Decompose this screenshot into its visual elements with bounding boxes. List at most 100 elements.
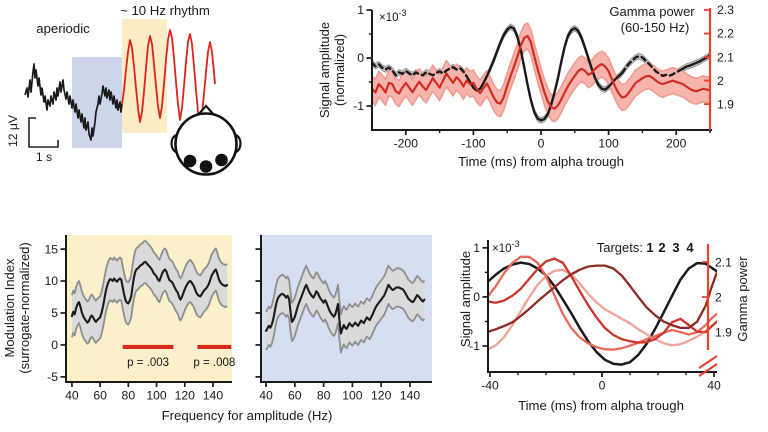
- legend-gamma-band: (60-150 Hz): [621, 20, 690, 35]
- band-edge: [71, 281, 228, 345]
- x-tick-label: 0: [599, 379, 606, 393]
- target-4-label: 4: [686, 240, 694, 255]
- plot-area: [264, 264, 426, 354]
- panel-gamma-by-target-labels: ×10-3 Targets: 1 2 3 4 Signal amplitude …: [458, 239, 750, 413]
- x-tick-label: 40: [259, 389, 273, 403]
- axis-break-icon: [698, 355, 718, 369]
- chart-modulation-index-no-coupling: 40 60 80 100 120 140: [255, 235, 432, 403]
- series-gamma-target-1: [488, 268, 717, 351]
- y-axis-multiplier: ×10-3: [492, 239, 520, 255]
- x-tick-label: 40: [65, 389, 79, 403]
- x-tick-label: 60: [288, 389, 302, 403]
- target-2-label: 2: [658, 240, 665, 255]
- x-tick-label: 0: [538, 137, 545, 151]
- x-axis-title: Time (ms) from alpha trough: [458, 154, 624, 169]
- y-axis-title-line1: Modulation Index: [2, 258, 17, 358]
- y-axis-multiplier: ×10-3: [379, 8, 407, 24]
- p-value-label: p = .003: [127, 357, 169, 369]
- y-tick-label: -1: [469, 339, 480, 353]
- right-y-tick-label: 2.3: [717, 3, 734, 17]
- time-scale-label: 1 s: [36, 150, 52, 164]
- x-tick-label: 200: [666, 137, 687, 151]
- x-tick-label: -200: [394, 137, 419, 151]
- band-edge: [265, 303, 426, 354]
- series-gamma-target-3: [488, 257, 717, 344]
- x-axis-title: Time (ms) from alpha trough: [518, 398, 684, 413]
- panel-raw-trace: aperiodic ~ 10 Hz rhythm 12 μV 1 s: [6, 3, 242, 176]
- y-tick-label: 10: [44, 274, 58, 288]
- series-alpha-signal: [465, 25, 624, 122]
- target-1-label: 1: [646, 240, 653, 255]
- panel-alpha-gamma-labels: Signal amplitude (normalized) ×10-3 Gamm…: [317, 4, 695, 169]
- x-tick-label: 100: [342, 389, 363, 403]
- x-tick-label: 80: [317, 389, 331, 403]
- right-y-tick-label: 1.9: [715, 325, 732, 339]
- y-axis-title-line2: (normalized): [332, 34, 347, 106]
- y-axis-title-line2: (surrogate-normalized): [17, 242, 32, 374]
- legend-gamma-power: Gamma power: [609, 4, 695, 19]
- series-alpha-signal: [372, 61, 468, 78]
- right-y-tick-label: 2: [715, 290, 722, 304]
- y-tick-label: 0: [51, 338, 58, 352]
- targets-legend-label: Targets:: [597, 240, 643, 255]
- chart-modulation-index-coupled: p = .003 p = .008 40 60 80 100 120 140 15 10 5 0 -5: [44, 235, 235, 403]
- right-y-tick-label: 2.1: [717, 50, 734, 64]
- plot-area: [372, 22, 712, 124]
- x-tick-label: 140: [400, 389, 421, 403]
- electrode-dot: [199, 160, 213, 173]
- electrode-dot: [215, 153, 228, 167]
- series-alpha-signal: [620, 54, 685, 78]
- x-tick-label: 100: [598, 137, 619, 151]
- y-axis-title-line1: Signal amplitude: [317, 22, 332, 118]
- band-edge: [372, 47, 711, 123]
- y-tick-label: 1: [473, 241, 480, 255]
- right-ear-icon: [235, 134, 242, 153]
- plot-area: [488, 255, 717, 366]
- series-alpha-signal: [488, 261, 717, 366]
- right-y-tick-label: 2.2: [717, 27, 734, 41]
- rhythm-label: ~ 10 Hz rhythm: [120, 3, 210, 18]
- right-y-tick-label: 2: [717, 74, 724, 88]
- x-tick-label: 140: [203, 389, 224, 403]
- series-gamma-power-60-150-hz: [372, 34, 712, 110]
- x-tick-label: 60: [93, 389, 107, 403]
- band-edge: [71, 239, 228, 303]
- y-tick-label: 0: [357, 51, 364, 65]
- chart-gamma-by-target: -40 0 40 1 0 -1 2.1 2 1.9: [469, 240, 732, 393]
- confidence-band-modulation-index: [71, 240, 228, 344]
- y-tick-label: 5: [51, 306, 58, 320]
- left-ear-icon: [170, 134, 177, 153]
- x-tick-label: 120: [371, 389, 392, 403]
- y-tick-label: -1: [353, 99, 364, 113]
- head-diagram: [170, 104, 242, 176]
- y-tick-label: 0: [473, 290, 480, 304]
- plot-area: [70, 239, 229, 345]
- right-y-tick-label: 2.1: [715, 255, 732, 269]
- y-tick-label: 15: [44, 242, 58, 256]
- x-tick-label: 120: [175, 389, 196, 403]
- voltage-scale-label: 12 μV: [6, 114, 20, 147]
- target-3-label: 3: [672, 240, 679, 255]
- aperiodic-trace: [24, 63, 123, 141]
- x-tick-label: -40: [481, 379, 499, 393]
- right-y-tick-label: 1.9: [717, 97, 734, 111]
- series-gamma-target-4: [488, 264, 717, 334]
- x-axis-title-shared: Frequency for amplitude (Hz): [162, 408, 333, 423]
- x-tick-label: 100: [146, 389, 167, 403]
- y-axis-title-right: Gamma power: [735, 256, 750, 342]
- series-modulation-index: [70, 260, 229, 324]
- band-edge: [265, 264, 426, 316]
- p-value-label: p = .008: [193, 357, 235, 369]
- electrode-dot: [183, 154, 197, 168]
- y-axis-title-left: Signal amplitude: [458, 251, 473, 347]
- y-tick-label: 1: [357, 3, 364, 17]
- chart-alpha-gamma-timecourse: -200 -100 0 100 200 1 0 -1 2.3 2.2 2.1 2 1.9: [353, 3, 734, 150]
- axis-break-icon: [698, 363, 718, 377]
- x-tick-label: 40: [707, 379, 721, 393]
- series-alpha-signal: [681, 53, 712, 70]
- series-modulation-index-surrogate: [264, 283, 426, 335]
- scale-bar: [28, 117, 59, 148]
- series-gamma-target-2: [488, 255, 717, 351]
